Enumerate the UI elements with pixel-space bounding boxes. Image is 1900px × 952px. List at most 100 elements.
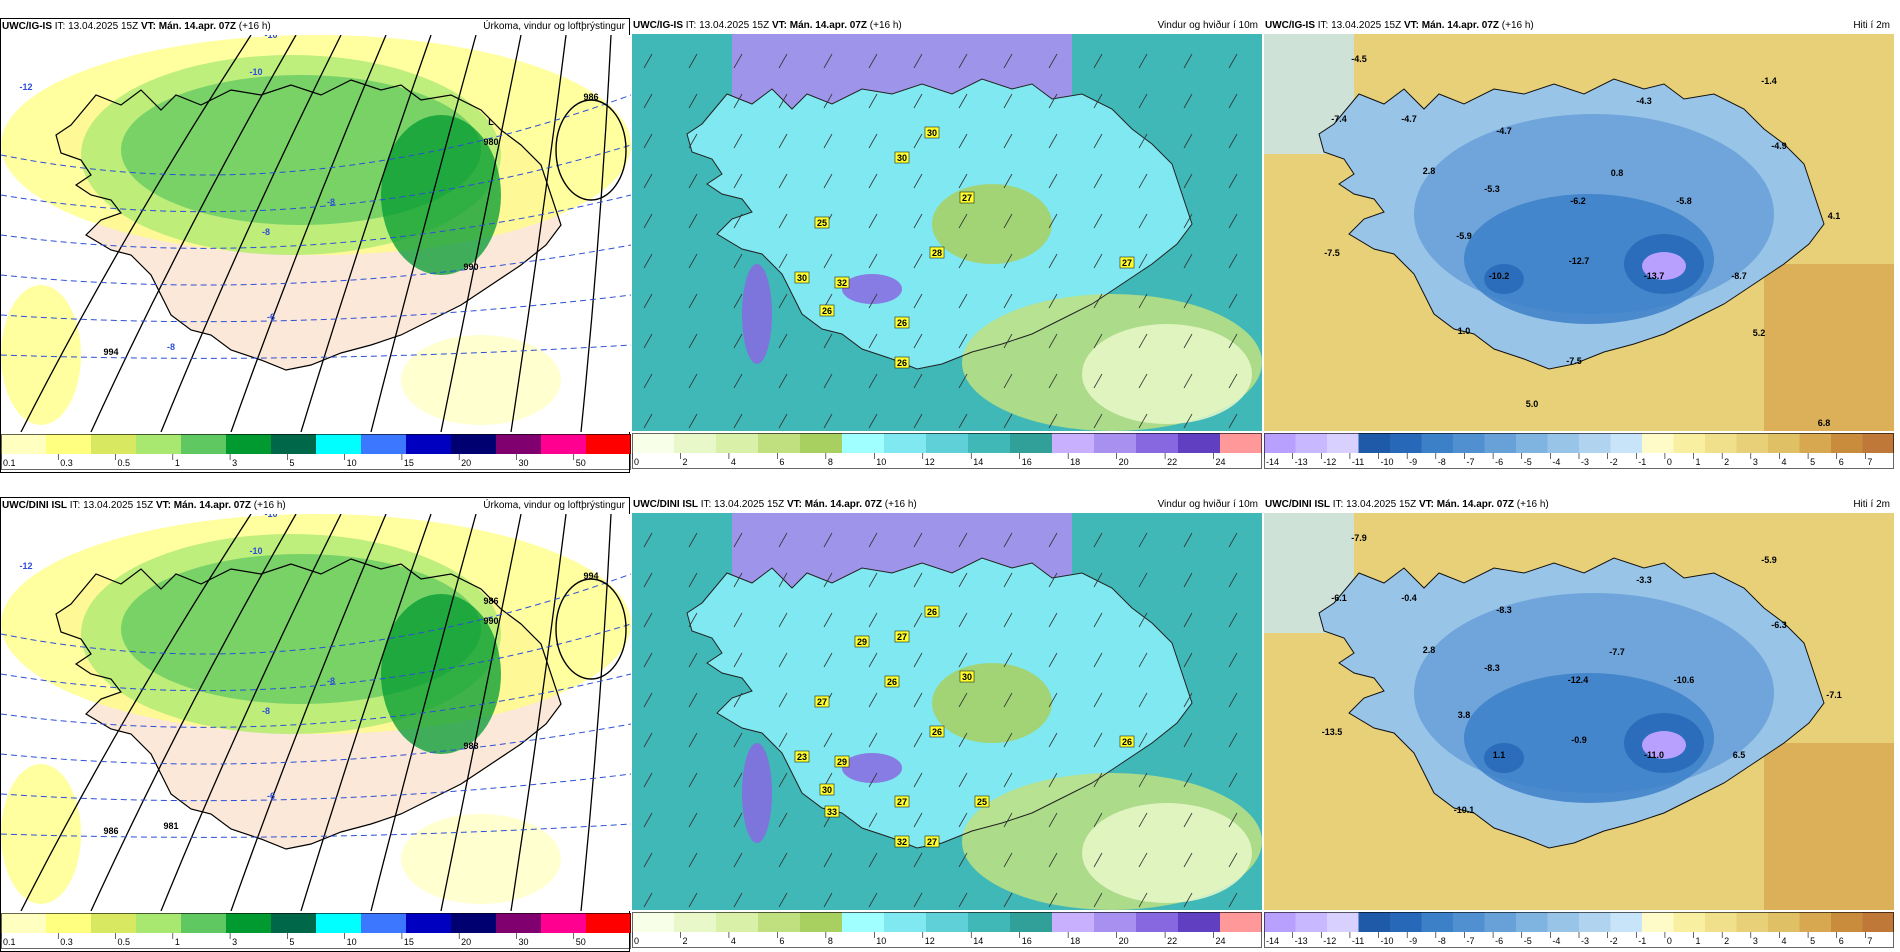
wind-arrow (1183, 413, 1193, 429)
wind-arrow (913, 652, 923, 668)
wind-arrow (1228, 173, 1238, 189)
colorbar-label: 14 (973, 457, 983, 467)
wind-arrow (778, 852, 788, 868)
precip-area (1, 285, 81, 425)
wind-arrow (913, 293, 923, 309)
map-label: -5.8 (1676, 196, 1692, 206)
init-time: IT: 13.04.2025 15Z (700, 499, 785, 510)
map-label: -6.3 (1771, 620, 1787, 630)
wind-arrow (733, 852, 743, 868)
colorbar-swatch (1295, 912, 1328, 932)
wind-arrow (733, 53, 743, 69)
wind-arrow (733, 732, 743, 748)
map-label: 32 (897, 837, 907, 847)
colorbar-label: -11 (1352, 936, 1364, 946)
wind-arrow (913, 173, 923, 189)
map-label: -7.9 (1351, 533, 1367, 543)
model-name: UWC/IG-IS (2, 21, 52, 32)
wind-arrow (1183, 253, 1193, 269)
wind-arrow (1093, 772, 1103, 788)
wind-arrow (733, 812, 743, 828)
map-label: 30 (822, 785, 832, 795)
wind-arrow (868, 892, 878, 908)
colorbar-label: -2 (1610, 457, 1618, 467)
wind-map: 30 30 27 25 28 30 32 26 26 27 26 (632, 34, 1262, 431)
gust-badge (924, 835, 940, 848)
wind-arrow (1138, 333, 1148, 349)
wind-arrow (1093, 173, 1103, 189)
colorbar-label: 2 (682, 936, 687, 946)
map-label: 33 (827, 807, 837, 817)
wind-arrow (778, 812, 788, 828)
gust-badge (959, 670, 975, 683)
map-label: 986 (583, 92, 598, 102)
wind-arrow (1138, 253, 1148, 269)
isobar (20, 514, 252, 911)
colorbar-swatch (1264, 433, 1296, 453)
colorbar-swatch (1705, 912, 1737, 932)
wind-arrow (958, 852, 968, 868)
wind-arrow (958, 333, 968, 349)
map-label: 6.8 (1818, 418, 1831, 428)
gust-badge (974, 795, 990, 808)
wind-arrow (643, 213, 653, 229)
wind-arrow (1093, 53, 1103, 69)
wind-arrow (688, 812, 698, 828)
wind-arrow (643, 692, 653, 708)
colorbar-label: 50 (576, 937, 586, 947)
wind-arrow (823, 652, 833, 668)
wind-arrow (958, 612, 968, 628)
colorbar-swatch (1358, 912, 1391, 932)
colorbar-swatch (1579, 912, 1611, 932)
map-label: 26 (927, 607, 937, 617)
wind-arrow (1048, 532, 1058, 548)
colorbar-swatch (1295, 433, 1328, 453)
wind-arrow (688, 572, 698, 588)
wind-arrow (913, 732, 923, 748)
wind-arrow (1048, 253, 1058, 269)
gust-badge (959, 191, 975, 204)
wind-arrow (1138, 652, 1148, 668)
map-label: L (488, 117, 494, 127)
map-label: 26 (897, 358, 907, 368)
colorbar-label: -3 (1581, 936, 1589, 946)
wind-speed-area (932, 663, 1052, 743)
colorbar-label: 16 (1022, 936, 1032, 946)
colorbar-label: 10 (876, 457, 886, 467)
wind-arrow (913, 572, 923, 588)
gust-badge (834, 276, 850, 289)
wind-arrow (643, 612, 653, 628)
wind-arrow (1183, 572, 1193, 588)
panel-header: UWC/DINI ISL IT: 13.04.2025 15Z VT: Mán.… (1264, 497, 1894, 513)
colorbar-swatch (1327, 433, 1359, 453)
gust-badge (854, 635, 870, 648)
colorbar-swatch (1642, 912, 1674, 932)
wind-arrow (913, 892, 923, 908)
map-label: 27 (1122, 258, 1132, 268)
map-label: 994 (583, 571, 598, 581)
precip-area (401, 335, 561, 425)
colorbar-swatch (1220, 912, 1262, 932)
colorbar-label: 8 (828, 457, 833, 467)
colorbar-swatch (1768, 433, 1800, 453)
wind-speed-area (842, 274, 902, 304)
wind-arrow (1093, 652, 1103, 668)
valid-time: VT: Mán. 14.apr. 07Z (140, 21, 237, 32)
colorbar-label: 12 (925, 457, 935, 467)
wind-arrow (958, 652, 968, 668)
map-label: -6.1 (1331, 593, 1347, 603)
map-label: 25 (817, 218, 827, 228)
wind-arrow (1093, 413, 1103, 429)
gust-badge (1119, 735, 1135, 748)
gust-badge (814, 216, 830, 229)
wind-arrow (643, 812, 653, 828)
wind-arrow (1183, 133, 1193, 149)
wind-arrow (1093, 892, 1103, 908)
wind-arrow (688, 93, 698, 109)
gust-badge (894, 316, 910, 329)
colorbar-label: -9 (1409, 457, 1417, 467)
colorbar-label: 1 (1696, 936, 1701, 946)
map-label: -8 (327, 197, 335, 207)
wind-arrow (913, 53, 923, 69)
wind-arrow (1003, 892, 1013, 908)
